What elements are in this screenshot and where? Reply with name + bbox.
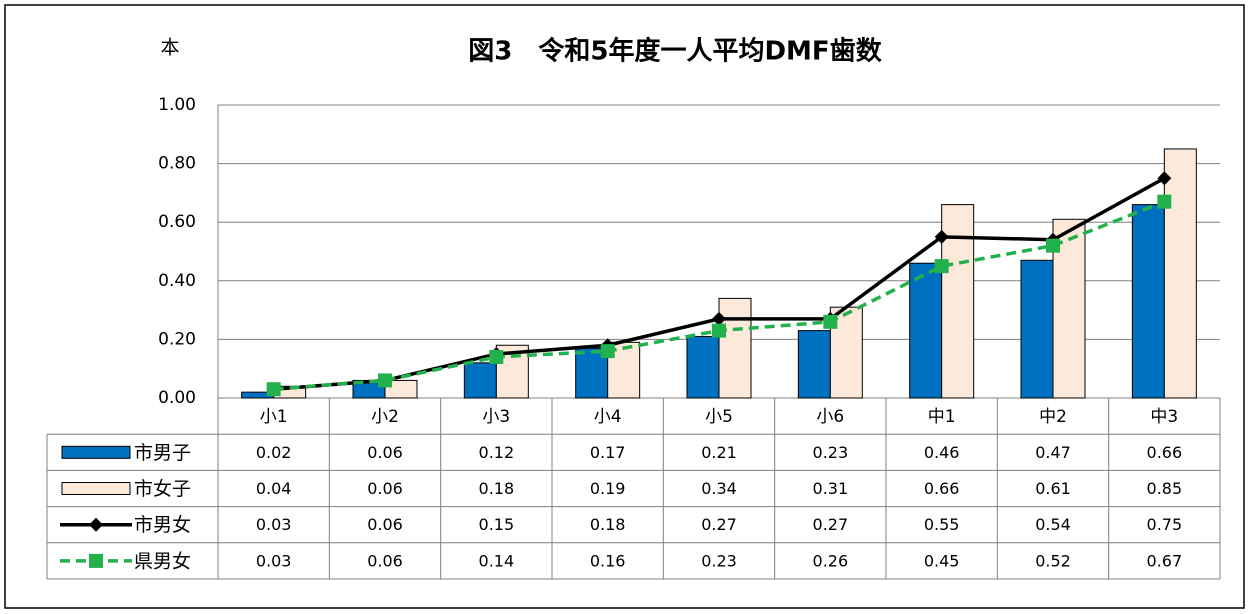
legend-key — [61, 482, 131, 495]
table-value: 0.14 — [479, 551, 515, 570]
table-value: 0.16 — [590, 551, 626, 570]
y-tick-label: 1.00 — [158, 95, 196, 115]
line-marker — [266, 382, 281, 397]
legend-label: 県男女 — [134, 550, 191, 572]
table-value: 0.18 — [479, 479, 515, 498]
x-tick-label: 小2 — [371, 407, 399, 427]
bar — [797, 330, 831, 399]
table-value: 0.23 — [701, 551, 737, 570]
table-value: 0.31 — [813, 479, 849, 498]
line-marker — [712, 311, 726, 326]
table-value: 0.02 — [256, 443, 292, 462]
line-marker — [1157, 194, 1172, 209]
x-tick-label: 小1 — [260, 407, 288, 427]
table-value: 0.75 — [1147, 515, 1183, 534]
table-value: 0.18 — [590, 515, 626, 534]
y-tick-label: 0.40 — [158, 271, 196, 291]
y-axis-label: 本 — [160, 37, 179, 59]
table-value: 0.27 — [701, 515, 737, 534]
line-marker — [378, 373, 392, 388]
line-marker — [489, 349, 504, 364]
line-marker — [1046, 238, 1060, 253]
table-value: 0.67 — [1147, 551, 1183, 570]
line-marker — [712, 323, 726, 338]
table-value: 0.45 — [924, 551, 960, 570]
table-value: 0.34 — [701, 479, 737, 498]
table-value: 0.04 — [256, 479, 292, 498]
legend-label: 市男子 — [134, 442, 191, 464]
table-value: 0.46 — [924, 443, 960, 462]
y-tick-label: 0.60 — [158, 212, 196, 232]
table-value: 0.03 — [256, 551, 292, 570]
y-tick-label: 0.80 — [158, 154, 196, 174]
table-value: 0.52 — [1035, 551, 1071, 570]
table-value: 0.55 — [924, 515, 960, 534]
table-value: 0.06 — [367, 551, 403, 570]
line-marker — [823, 314, 838, 329]
legend-label: 市男女 — [134, 514, 191, 536]
table-value: 0.23 — [813, 443, 849, 462]
table-value: 0.47 — [1035, 443, 1071, 462]
x-tick-label: 小3 — [482, 407, 510, 427]
bar — [941, 204, 975, 399]
x-tick-label: 小5 — [705, 407, 733, 427]
y-tick-label: 0.00 — [158, 388, 196, 408]
table-value: 0.61 — [1035, 479, 1071, 498]
table-value: 0.19 — [590, 479, 626, 498]
table-value: 0.15 — [479, 515, 515, 534]
line-marker — [1157, 171, 1172, 186]
table-value: 0.21 — [701, 443, 737, 462]
table-value: 0.12 — [479, 443, 515, 462]
bar — [1131, 204, 1165, 399]
table-value: 0.17 — [590, 443, 626, 462]
x-tick-label: 小4 — [594, 407, 622, 427]
table-value: 0.03 — [256, 515, 292, 534]
x-tick-label: 中1 — [928, 407, 956, 427]
y-tick-label: 0.20 — [158, 329, 196, 349]
legend-label: 市女子 — [134, 478, 191, 500]
table-value: 0.66 — [1147, 443, 1183, 462]
x-tick-label: 中3 — [1150, 407, 1178, 427]
table-value: 0.85 — [1147, 479, 1183, 498]
legend-key — [61, 445, 131, 459]
bar — [463, 362, 497, 399]
table-value: 0.06 — [367, 443, 403, 462]
line-marker — [934, 259, 949, 274]
bar — [686, 335, 720, 399]
bar — [1163, 148, 1197, 399]
line-marker — [600, 344, 615, 359]
table-value: 0.26 — [813, 551, 849, 570]
line-marker — [934, 229, 949, 244]
table-value: 0.66 — [924, 479, 960, 498]
table-value: 0.06 — [367, 479, 403, 498]
bar — [1020, 259, 1054, 399]
legend-marker — [89, 517, 103, 532]
x-tick-label: 中2 — [1039, 407, 1067, 427]
bar — [718, 297, 752, 399]
table-value: 0.06 — [367, 515, 403, 534]
bar — [909, 262, 943, 399]
legend-marker — [89, 553, 103, 568]
table-value: 0.27 — [813, 515, 849, 534]
table-value: 0.54 — [1035, 515, 1071, 534]
bar — [384, 379, 418, 399]
chart-title: 図3 令和5年度一人平均DMF歯数 — [468, 36, 882, 67]
x-tick-label: 小6 — [816, 407, 844, 427]
